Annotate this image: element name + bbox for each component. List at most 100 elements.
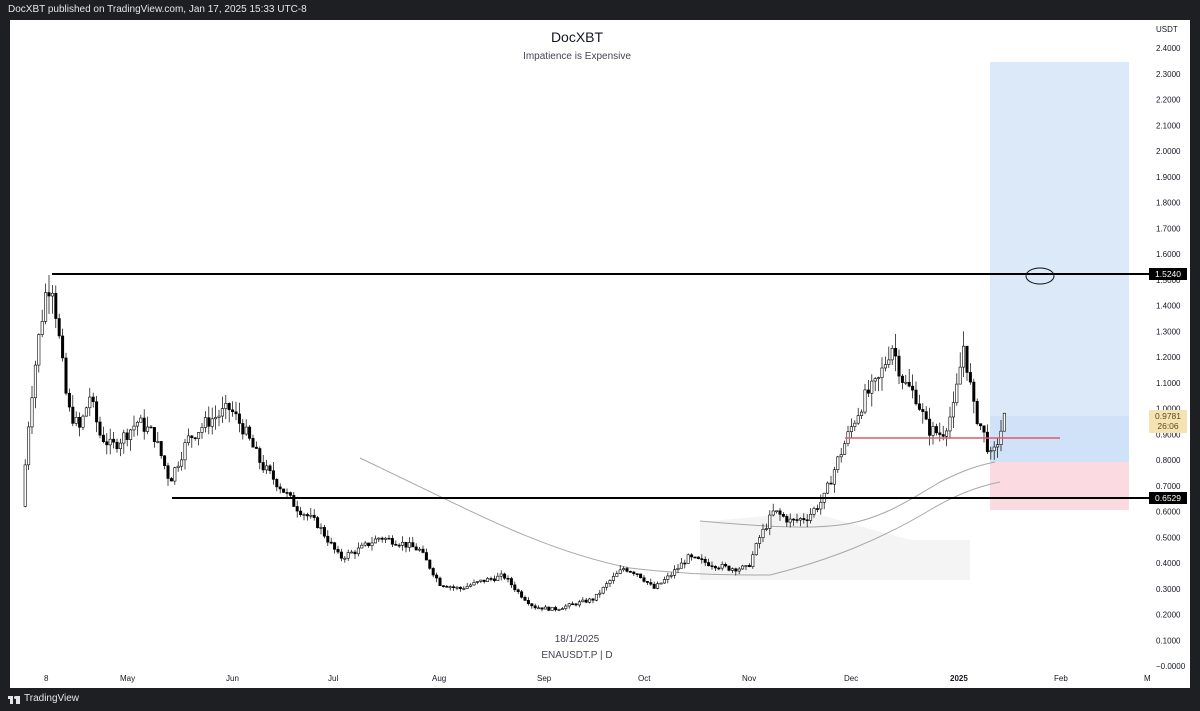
candle-body — [768, 514, 772, 529]
candle-body — [659, 582, 663, 585]
tradingview-logo[interactable]: TradingView — [8, 693, 79, 704]
price-label: 0.5000 — [1156, 533, 1181, 542]
candle-body — [217, 415, 221, 418]
candle-body — [945, 430, 949, 437]
candle-body — [418, 548, 422, 551]
candle-body — [815, 508, 819, 510]
price-label: 0.3000 — [1156, 585, 1181, 594]
candle-body — [761, 528, 765, 538]
candle-body — [571, 603, 575, 606]
candle-body — [958, 366, 962, 385]
candle-body — [649, 582, 653, 585]
chart-svg[interactable]: DocXBT Impatience is Expensive 18/1/2025… — [10, 20, 1190, 688]
circle-annotation[interactable] — [1025, 267, 1055, 285]
candle-body — [431, 568, 435, 576]
chart-frame[interactable]: DocXBT Impatience is Expensive 18/1/2025… — [10, 20, 1190, 688]
candle-body — [105, 441, 109, 446]
candle-body — [173, 467, 177, 482]
price-label: 1.8000 — [1156, 199, 1181, 208]
candle-body — [873, 378, 877, 382]
target-zone[interactable] — [990, 62, 1129, 416]
candle-body — [792, 518, 796, 521]
candle-body — [350, 551, 354, 554]
candle-body — [469, 584, 473, 587]
candle-body — [509, 578, 513, 586]
candle-body — [662, 579, 666, 584]
candle-body — [197, 432, 201, 439]
time-label: Jul — [328, 674, 338, 683]
candle-body — [730, 568, 734, 571]
candle-body — [747, 565, 751, 567]
candle-body — [928, 418, 932, 436]
time-label: Dec — [844, 674, 858, 683]
time-label: Oct — [638, 674, 651, 683]
entry-zone[interactable] — [990, 416, 1129, 462]
candle-body — [574, 603, 578, 606]
price-label: 1.3000 — [1156, 327, 1181, 336]
candle-body — [809, 514, 813, 521]
candle-body — [316, 517, 320, 529]
candle-body — [112, 438, 116, 443]
watermark-symbol: ENAUSDT.P | D — [541, 650, 612, 661]
current-price-tag-bg — [1149, 410, 1187, 433]
candle-body — [904, 381, 908, 384]
candle-body — [404, 541, 408, 548]
price-axis[interactable]: USDT 2.4000 2.3000 2.2000 2.1000 2.0000 1.900… — [1149, 25, 1187, 671]
candle-body — [516, 589, 520, 592]
candle-body — [588, 598, 592, 603]
candle-body — [424, 552, 428, 561]
candle-body — [333, 542, 337, 550]
candle-body — [968, 372, 972, 383]
candle-body — [584, 599, 588, 603]
candle-body — [523, 596, 527, 601]
candle-body — [33, 364, 37, 399]
price-label: −0.0000 — [1156, 662, 1186, 671]
price-label: 0.2000 — [1156, 611, 1181, 620]
candle-body — [214, 417, 218, 420]
price-label: 1.2000 — [1156, 353, 1181, 362]
candle-body — [275, 479, 279, 488]
price-label: 2.2000 — [1156, 96, 1181, 105]
candle-body — [319, 527, 323, 529]
candle-body — [435, 574, 439, 579]
time-axis[interactable]: 8 May Jun Jul Aug Sep Oct Nov Dec 2025 Feb M — [44, 674, 1151, 683]
candle-body — [734, 568, 738, 572]
candle-body — [54, 292, 58, 319]
candle-body — [146, 426, 150, 432]
candle-body — [530, 603, 534, 607]
candle-body — [526, 600, 530, 605]
candle-body — [554, 607, 558, 611]
candle-body — [448, 586, 452, 588]
candle-body — [894, 347, 898, 357]
candle-body — [363, 542, 367, 546]
footer-bar: TradingView — [0, 688, 1200, 711]
candle-body — [836, 456, 840, 471]
candle-body — [601, 586, 605, 594]
price-label: 1.5000 — [1156, 276, 1181, 285]
price-label: 1.6000 — [1156, 250, 1181, 259]
candle-body — [74, 417, 78, 424]
candle-body — [605, 583, 609, 588]
candle-body — [88, 396, 92, 409]
price-label: 2.1000 — [1156, 121, 1181, 130]
candle-body — [248, 426, 252, 439]
candle-body — [203, 417, 207, 428]
candle-body — [938, 432, 942, 435]
candle-body — [377, 537, 381, 540]
candle-body — [700, 558, 704, 560]
candle-body — [965, 345, 969, 373]
candle-body — [241, 423, 245, 435]
candle-body — [27, 426, 31, 466]
level-low-tag-bg — [1149, 492, 1187, 504]
price-label: 0.4000 — [1156, 559, 1181, 568]
candle-body — [499, 573, 503, 577]
stop-zone[interactable] — [990, 462, 1129, 510]
candle-body — [506, 577, 510, 580]
candle-body — [802, 518, 806, 521]
candle-body — [390, 538, 394, 545]
candle-body — [520, 591, 524, 598]
candle-body — [540, 607, 544, 610]
candle-body — [40, 321, 44, 335]
candle-body — [176, 465, 180, 468]
candle-body — [513, 584, 517, 591]
